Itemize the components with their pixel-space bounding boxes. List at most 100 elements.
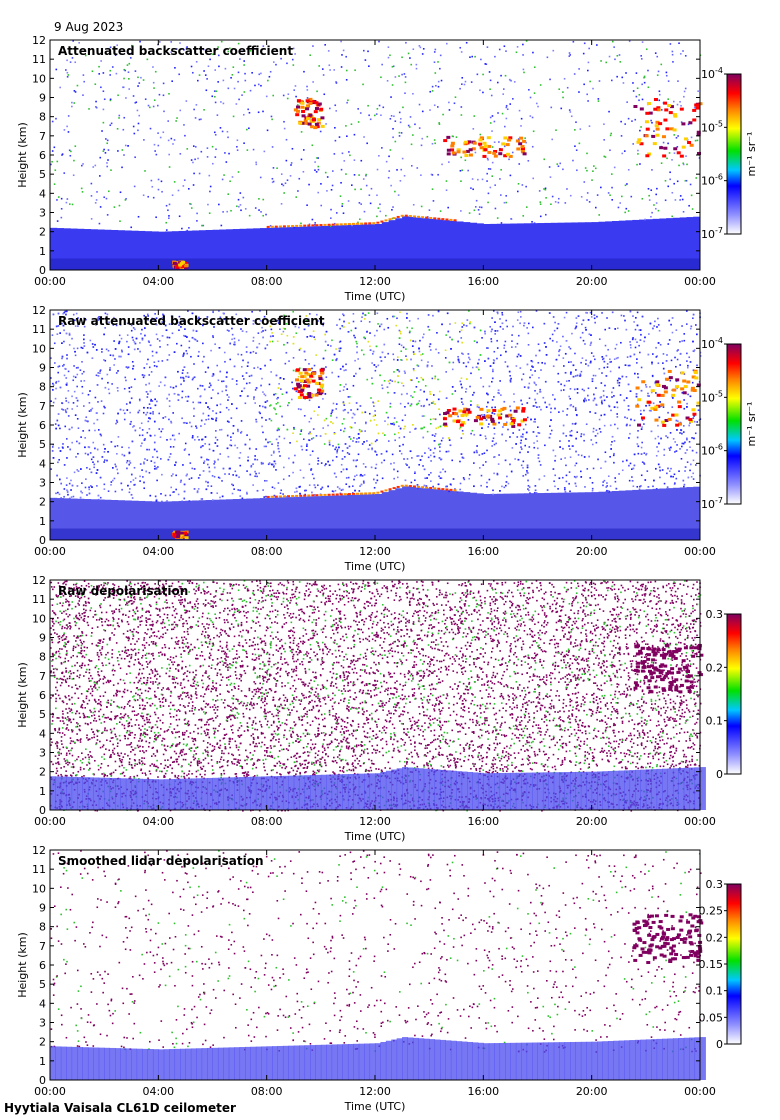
noise-dot: [645, 452, 648, 455]
noise-dot: [617, 206, 620, 209]
noise-dot: [215, 419, 217, 422]
noise-dot: [387, 46, 390, 48]
noise-dot: [518, 109, 521, 112]
noise-dot: [324, 171, 327, 174]
noise-dot: [407, 52, 410, 55]
noise-dot: [180, 479, 182, 482]
noise-dot: [285, 322, 288, 325]
noise-dot: [607, 475, 610, 478]
noise-dot: [96, 485, 98, 487]
noise-dot: [383, 459, 386, 462]
noise-dot: [545, 346, 547, 348]
noise-dot: [585, 311, 587, 314]
noise-dot: [588, 201, 591, 203]
noise-dot: [323, 419, 326, 422]
noise-dot: [316, 157, 318, 159]
noise-dot: [363, 353, 365, 356]
noise-dot: [505, 201, 508, 204]
noise-dot: [384, 214, 387, 217]
noise-dot: [615, 343, 618, 346]
noise-dot: [624, 319, 626, 322]
noise-dot: [149, 417, 151, 420]
noise-dot: [674, 199, 677, 201]
noise-dot: [233, 365, 236, 368]
noise-dot: [675, 365, 677, 368]
boundary-layer-segment: [449, 490, 457, 540]
noise-dot: [357, 221, 359, 224]
noise-dot: [431, 174, 434, 176]
noise-dot: [511, 346, 513, 348]
noise-dot: [496, 472, 499, 475]
noise-dot: [145, 383, 147, 386]
noise-dot: [106, 142, 109, 145]
noise-dot: [63, 311, 65, 314]
noise-dot: [640, 126, 642, 128]
noise-dot: [51, 120, 54, 123]
noise-dot: [322, 324, 324, 327]
noise-dot: [222, 467, 225, 470]
noise-dot: [432, 200, 435, 202]
noise-dot: [481, 178, 484, 181]
noise-dot: [200, 456, 203, 459]
noise-dot: [520, 125, 522, 127]
noise-dot: [697, 409, 700, 412]
noise-dot: [399, 402, 402, 405]
noise-dot: [506, 108, 509, 111]
noise-dot: [56, 419, 59, 422]
boundary-layer-segment: [672, 487, 681, 540]
noise-dot: [338, 136, 341, 138]
noise-dot: [103, 488, 106, 490]
noise-dot: [493, 472, 495, 475]
noise-dot: [656, 355, 658, 357]
noise-dot: [473, 209, 476, 212]
noise-dot: [65, 69, 67, 71]
noise-dot: [59, 427, 61, 430]
boundary-layer-segment: [300, 226, 308, 270]
noise-dot: [679, 100, 681, 103]
noise-dot: [147, 420, 150, 423]
noise-dot: [481, 337, 483, 339]
noise-dot: [82, 430, 85, 432]
noise-dot: [351, 416, 354, 419]
noise-dot: [601, 358, 604, 361]
noise-dot: [494, 207, 497, 210]
noise-dot: [416, 364, 419, 367]
cloud-mark: [696, 130, 701, 134]
noise-dot: [103, 451, 106, 453]
noise-dot: [439, 443, 442, 445]
noise-dot: [257, 83, 260, 86]
noise-dot: [263, 393, 266, 395]
noise-dot: [115, 324, 118, 327]
noise-dot: [626, 101, 628, 103]
noise-dot: [448, 361, 451, 364]
noise-dot: [166, 359, 169, 361]
noise-dot: [329, 225, 332, 228]
noise-dot: [460, 383, 462, 386]
noise-dot: [580, 476, 583, 478]
noise-dot: [335, 358, 338, 361]
cloud-mark: [645, 127, 650, 131]
boundary-layer-segment: [266, 227, 274, 270]
noise-dot: [520, 117, 523, 120]
noise-dot: [66, 489, 68, 492]
noise-dot: [359, 405, 362, 407]
noise-dot: [538, 190, 541, 192]
boundary-layer-segment: [381, 492, 390, 540]
noise-dot: [345, 483, 348, 485]
noise-dot: [600, 186, 602, 189]
noise-dot: [168, 456, 171, 458]
noise-dot: [178, 73, 180, 76]
cloud-mark: [648, 111, 653, 115]
noise-dot: [347, 200, 350, 202]
noise-dot: [569, 347, 572, 350]
noise-dot: [276, 340, 279, 343]
noise-dot: [61, 408, 63, 410]
noise-dot: [280, 489, 283, 492]
noise-dot: [562, 168, 564, 171]
noise-dot: [612, 387, 615, 389]
noise-dot: [254, 475, 256, 478]
noise-dot: [601, 402, 603, 405]
noise-dot: [657, 362, 660, 365]
noise-dot: [138, 114, 141, 117]
noise-dot: [517, 311, 520, 314]
